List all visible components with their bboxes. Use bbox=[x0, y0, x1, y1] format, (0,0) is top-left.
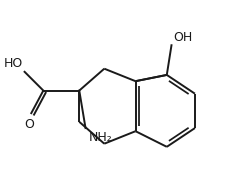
Text: O: O bbox=[24, 118, 34, 131]
Text: HO: HO bbox=[4, 57, 23, 70]
Text: OH: OH bbox=[172, 31, 191, 44]
Text: NH₂: NH₂ bbox=[88, 131, 112, 144]
